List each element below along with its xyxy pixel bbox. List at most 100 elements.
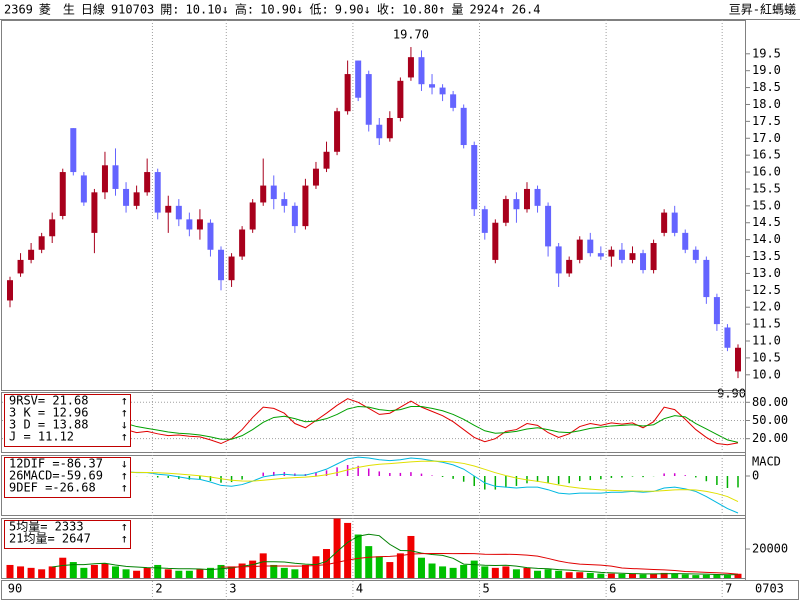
y-tick-label: 13.0 bbox=[752, 266, 781, 280]
volume-bar bbox=[607, 573, 615, 578]
candle-body bbox=[70, 128, 77, 173]
candle-body bbox=[175, 205, 182, 220]
header-item: 量 bbox=[451, 3, 463, 17]
header-item: 10.10 bbox=[186, 3, 222, 17]
volume-bar bbox=[112, 566, 120, 578]
legend-text: 3 K = 12.96 bbox=[9, 406, 88, 420]
volume-bar bbox=[565, 572, 573, 578]
candle-body bbox=[323, 151, 330, 169]
candle-body bbox=[597, 253, 604, 257]
candle-body bbox=[355, 60, 362, 98]
y-tick-label: 16.0 bbox=[752, 165, 781, 179]
x-tick-label: 2 bbox=[155, 582, 162, 596]
volume-bar bbox=[59, 557, 67, 578]
candle-body bbox=[38, 236, 45, 250]
candle-body bbox=[587, 239, 594, 254]
volume-bar bbox=[69, 562, 77, 578]
candle-body bbox=[703, 259, 710, 298]
candle-body bbox=[112, 165, 119, 189]
candle-body bbox=[650, 243, 657, 271]
y-tick-label: 15.0 bbox=[752, 198, 781, 212]
candle-body bbox=[101, 165, 108, 193]
y-tick-label: 14.0 bbox=[752, 232, 781, 246]
y-tick-label: 12.5 bbox=[752, 283, 781, 297]
volume-bar bbox=[692, 575, 700, 578]
volume-ma-line bbox=[221, 553, 739, 575]
candle-body bbox=[534, 188, 541, 206]
volume-bar bbox=[713, 574, 721, 578]
header-item: 高: bbox=[235, 2, 254, 17]
candle-body bbox=[186, 219, 193, 230]
y-tick-label: 17.5 bbox=[752, 114, 781, 128]
legend-text: 26MACD=-59.69 bbox=[9, 469, 103, 483]
legend-arrow: ↑ bbox=[121, 394, 128, 408]
header-item: 收: bbox=[377, 3, 396, 17]
y-tick-label: 11.5 bbox=[752, 317, 781, 331]
candle-body bbox=[671, 212, 678, 233]
legend-arrow: ↑ bbox=[121, 532, 128, 546]
y-tick-label: 16.5 bbox=[752, 148, 781, 162]
candle-body bbox=[154, 172, 161, 213]
legend-box bbox=[4, 520, 131, 549]
volume-bar bbox=[449, 567, 457, 578]
volume-bar bbox=[639, 574, 647, 578]
y-tick-label: 50.00 bbox=[752, 413, 788, 427]
header-item: 10.90 bbox=[260, 3, 296, 17]
candle-body bbox=[692, 249, 699, 260]
volume-bar bbox=[544, 569, 552, 578]
volume-bar bbox=[417, 557, 425, 578]
header-item: 10.80 bbox=[402, 3, 438, 17]
candle-body bbox=[312, 168, 319, 186]
candle-body bbox=[270, 185, 277, 200]
candle-body bbox=[59, 172, 66, 216]
candle-body bbox=[735, 347, 741, 372]
volume-bar bbox=[576, 572, 584, 578]
y-tick-label: 20.00 bbox=[752, 431, 788, 445]
y-tick-label: 19.5 bbox=[752, 46, 781, 60]
volume-bar bbox=[154, 564, 162, 578]
volume-bar bbox=[396, 553, 404, 578]
volume-bar bbox=[27, 567, 35, 578]
volume-bar bbox=[734, 573, 742, 578]
candle-body bbox=[513, 199, 520, 210]
date-strip bbox=[1, 580, 799, 600]
x-tick-label: 6 bbox=[609, 582, 616, 596]
candle-body bbox=[281, 199, 288, 206]
candle-body bbox=[218, 249, 225, 281]
volume-bar bbox=[344, 522, 352, 578]
high-label: 19.70 bbox=[393, 28, 429, 42]
volume-bar bbox=[185, 570, 193, 578]
candle-body bbox=[207, 222, 214, 250]
volume-bar bbox=[238, 563, 246, 578]
low-label: 9.90 bbox=[717, 387, 746, 401]
header-item: 26.4 bbox=[512, 3, 541, 17]
volume-bar bbox=[17, 566, 25, 578]
legend-arrow: ↑ bbox=[121, 469, 128, 483]
volume-bar bbox=[523, 567, 531, 578]
candle-body bbox=[365, 74, 372, 125]
volume-bar bbox=[143, 567, 151, 578]
candle-body bbox=[481, 209, 488, 233]
candle-body bbox=[608, 249, 615, 257]
candle-body bbox=[576, 239, 583, 260]
volume-bar bbox=[48, 566, 56, 578]
candle-body bbox=[471, 145, 478, 210]
legend-text: 5均量= 2333 bbox=[9, 520, 84, 534]
candle-body bbox=[249, 202, 256, 230]
candle-body bbox=[80, 175, 87, 203]
volume-bar bbox=[502, 566, 510, 578]
indicator-line bbox=[9, 406, 739, 443]
legend-arrow: ↓ bbox=[121, 457, 128, 471]
candle-body bbox=[291, 205, 298, 227]
volume-bar bbox=[175, 570, 183, 578]
volume-bar bbox=[512, 569, 520, 578]
candle-body bbox=[502, 199, 509, 223]
volume-bar bbox=[101, 563, 109, 578]
y-tick-label: 13.5 bbox=[752, 249, 781, 263]
volume-bar bbox=[470, 560, 478, 578]
header-item: 日線 bbox=[81, 2, 105, 17]
y-tick-label: 10.5 bbox=[752, 350, 781, 364]
x-tick-label: 90 bbox=[8, 582, 22, 596]
panel-frame bbox=[1, 392, 746, 453]
panel-frame bbox=[1, 455, 746, 516]
